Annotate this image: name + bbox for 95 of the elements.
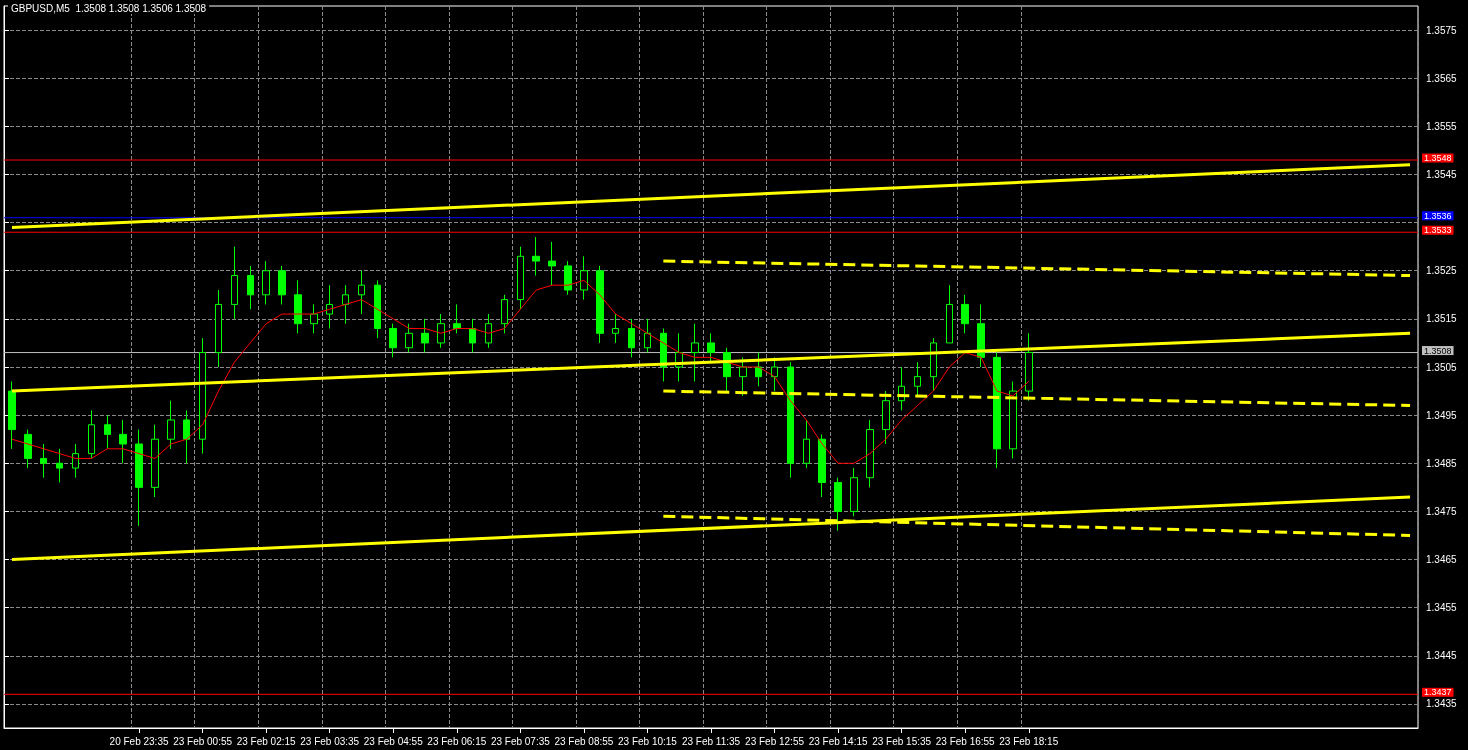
ref-line-label: 1.3548 [1424, 153, 1452, 164]
x-tick-label: 23 Feb 07:35 [490, 735, 551, 747]
y-tick-label: 1.3575 [1426, 24, 1458, 36]
y-tick-label: 1.3495 [1426, 409, 1458, 421]
candlestick [88, 409, 95, 459]
x-tick-label: 23 Feb 10:15 [617, 735, 678, 747]
candlestick [294, 279, 302, 334]
candlestick [1025, 332, 1033, 402]
y-tick-label: 1.3525 [1426, 265, 1458, 277]
candlestick [278, 265, 286, 305]
candlestick [739, 356, 747, 397]
candlestick [580, 255, 588, 301]
x-tick-label: 23 Feb 03:35 [300, 735, 360, 747]
candlestick [628, 318, 635, 358]
candlestick [691, 323, 699, 382]
ref-line-label: 1.3536 [1424, 210, 1452, 221]
candlestick [247, 265, 254, 310]
candlestick [135, 429, 143, 527]
y-tick-label: 1.3545 [1426, 168, 1458, 180]
candlestick [914, 361, 921, 397]
y-tick-label: 1.3565 [1426, 72, 1458, 84]
candlestick [532, 236, 540, 277]
candlestick [818, 433, 826, 498]
candlestick [231, 246, 238, 320]
candlestick [644, 318, 651, 354]
candlestick [40, 443, 47, 479]
candlestick [993, 352, 1001, 469]
candlestick [707, 332, 715, 363]
candlestick [882, 390, 890, 445]
candlestick [612, 313, 619, 344]
line-series [11, 279, 1030, 464]
candlestick [946, 284, 953, 344]
candlestick [771, 356, 778, 392]
x-tick-label: 23 Feb 16:55 [935, 735, 996, 747]
x-tick-label: 23 Feb 08:55 [554, 735, 614, 747]
candlestick [72, 443, 79, 479]
ref-line-label: 1.3508 [1424, 345, 1452, 356]
x-tick-label: 23 Feb 06:15 [427, 735, 487, 747]
candlestick [850, 467, 858, 517]
y-tick-label: 1.3465 [1426, 554, 1458, 566]
x-tick-label: 23 Feb 14:15 [808, 735, 869, 747]
candlestick [469, 318, 476, 354]
x-tick-label: 23 Feb 15:35 [872, 735, 932, 747]
candlestick [517, 246, 524, 310]
candlestick [119, 419, 127, 464]
candlestick [755, 352, 762, 387]
x-tick-label: 23 Feb 04:55 [363, 735, 424, 747]
candlestick [803, 419, 810, 469]
y-tick-label: 1.3505 [1426, 361, 1458, 373]
y-tick-label: 1.3445 [1426, 650, 1458, 662]
ref-line-label: 1.3533 [1424, 225, 1452, 236]
candlestick [262, 260, 270, 305]
x-tick-label: 23 Feb 11:35 [681, 735, 741, 747]
candlestick [389, 323, 397, 358]
x-tick-label: 23 Feb 02:15 [236, 735, 297, 747]
candlestick [56, 448, 63, 484]
candlestick [501, 294, 508, 334]
candlestick [358, 270, 365, 315]
candlestick [342, 284, 349, 325]
candlestick [1009, 380, 1017, 459]
candlestick [977, 303, 985, 368]
y-tick-label: 1.3455 [1426, 602, 1458, 614]
candlestick [310, 303, 318, 334]
candlestick [930, 337, 937, 392]
candlestick [183, 409, 190, 464]
candlestick [961, 294, 969, 334]
ref-line-label: 1.3437 [1424, 687, 1452, 698]
candlestick [374, 279, 381, 339]
candlestick [866, 419, 874, 488]
candlestick [834, 477, 842, 532]
candlestick [485, 313, 492, 349]
candlestick [24, 429, 32, 469]
y-tick-label: 1.3515 [1426, 313, 1458, 325]
candlestick [199, 337, 206, 455]
candlestick [548, 241, 556, 286]
candlestick [564, 260, 572, 296]
x-tick-label: 20 Feb 23:35 [109, 735, 169, 747]
candlestick [405, 323, 413, 354]
y-tick-label: 1.3475 [1426, 505, 1458, 517]
candlestick [421, 318, 429, 354]
y-tick-label: 1.3555 [1426, 120, 1458, 132]
x-tick-label: 23 Feb 00:55 [173, 735, 233, 747]
candlestick [326, 284, 333, 329]
chart-title: GBPUSD,M5 1.3508 1.3508 1.3506 1.3508 [11, 2, 207, 14]
candlestick [151, 424, 159, 498]
y-tick-label: 1.3485 [1426, 457, 1458, 469]
candlestick [787, 361, 794, 479]
candlestick [437, 313, 445, 349]
candlestick [167, 400, 175, 450]
y-tick-label: 1.3435 [1426, 698, 1458, 710]
candlestick [104, 414, 111, 450]
candlestick [596, 265, 604, 344]
candlestick [215, 289, 222, 368]
x-tick-label: 23 Feb 12:55 [745, 735, 805, 747]
x-tick-label: 23 Feb 18:15 [999, 735, 1059, 747]
